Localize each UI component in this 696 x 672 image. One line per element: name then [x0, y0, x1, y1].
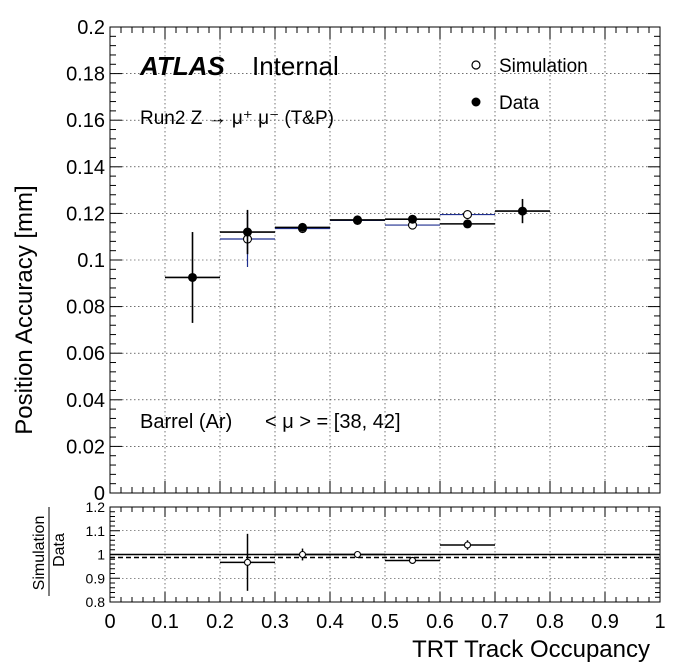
data-point-marker	[353, 215, 362, 225]
main-y-tick-label: 0.18	[66, 64, 105, 86]
ratio-point-marker	[463, 541, 472, 549]
x-tick-label: 0.2	[206, 611, 234, 633]
main-y-axis-label: Position Accuracy [mm]	[11, 185, 38, 434]
atlas-internal-label: Internal	[252, 51, 339, 81]
x-axis-label: TRT Track Occupancy	[412, 636, 650, 663]
ratio-y-tick-label: 1.2	[86, 499, 106, 515]
pileup-annotation: < μ > = [38, 42]	[265, 411, 401, 433]
x-tick-label: 0.1	[151, 611, 179, 633]
x-tick-label: 0.7	[481, 611, 509, 633]
legend-data-marker	[471, 97, 481, 107]
main-y-tick-label: 0.14	[66, 157, 105, 179]
x-tick-label: 0.8	[536, 611, 564, 633]
main-y-tick-label: 0.02	[66, 436, 105, 458]
region-annotation: Barrel (Ar)	[140, 411, 232, 433]
ratio-y-tick-label: 1.1	[86, 523, 106, 539]
data-point-marker	[243, 227, 252, 237]
x-tick-label: 0	[104, 611, 115, 633]
main-y-tick-label: 0.08	[66, 297, 105, 319]
legend: Simulation Data	[471, 56, 588, 114]
main-y-tick-label: 0.12	[66, 203, 105, 225]
x-tick-label: 1	[654, 611, 665, 633]
main-grid	[110, 27, 660, 493]
ratio-y-label-numerator: Simulation	[31, 516, 48, 591]
ratio-y-axis-label: Simulation Data	[31, 507, 68, 596]
data-point-marker	[408, 214, 417, 224]
legend-data-label: Data	[499, 93, 540, 114]
ratio-y-label-denominator: Data	[51, 533, 68, 567]
main-y-tick-label: 0.04	[66, 390, 105, 412]
ratio-data-marks	[110, 533, 660, 591]
data-point-marker	[463, 219, 472, 229]
main-data-marks	[165, 198, 550, 323]
main-y-tick-label: 0.1	[77, 250, 105, 272]
ratio-y-tick-label: 0.9	[86, 570, 106, 586]
x-tick-label: 0.3	[261, 611, 289, 633]
ratio-point-marker	[243, 558, 252, 566]
ratio-point-marker	[353, 550, 362, 559]
ratio-point-marker	[298, 550, 307, 559]
ratio-y-tick-label: 0.8	[86, 594, 106, 610]
x-tick-label: 0.6	[426, 611, 454, 633]
legend-simulation-label: Simulation	[499, 56, 588, 77]
legend-simulation-marker	[471, 60, 481, 70]
main-y-tick-label: 0.06	[66, 343, 105, 365]
ratio-point-marker	[408, 556, 417, 564]
main-y-tick-label: 0.16	[66, 110, 105, 132]
atlas-label: ATLAS	[139, 51, 225, 81]
x-tick-label: 0.4	[316, 611, 344, 633]
simulation-point-marker	[462, 210, 473, 220]
data-point-marker	[518, 206, 527, 216]
main-ticks: 0 0.02 0.04 0.06 0.08 0.1 0.12 0.14 0.16 0.18 0.2	[66, 17, 661, 505]
x-tick-label: 0.9	[591, 611, 619, 633]
main-y-tick-label: 0	[94, 483, 105, 505]
data-point-marker	[298, 222, 307, 232]
ratio-ticks: 0 0.1 0.2 0.3 0.4 0.5 0.6 0.7 0.8 0.9 1 0.8 0.9 1 1.1 1…	[86, 499, 666, 633]
x-tick-label: 0.5	[371, 611, 399, 633]
process-annotation: Run2 Z → μ⁺ μ⁻ (T&P)	[140, 108, 334, 129]
ratio-y-tick-label: 1	[97, 547, 105, 563]
data-point-marker	[188, 272, 197, 282]
main-y-tick-label: 0.2	[77, 17, 105, 39]
